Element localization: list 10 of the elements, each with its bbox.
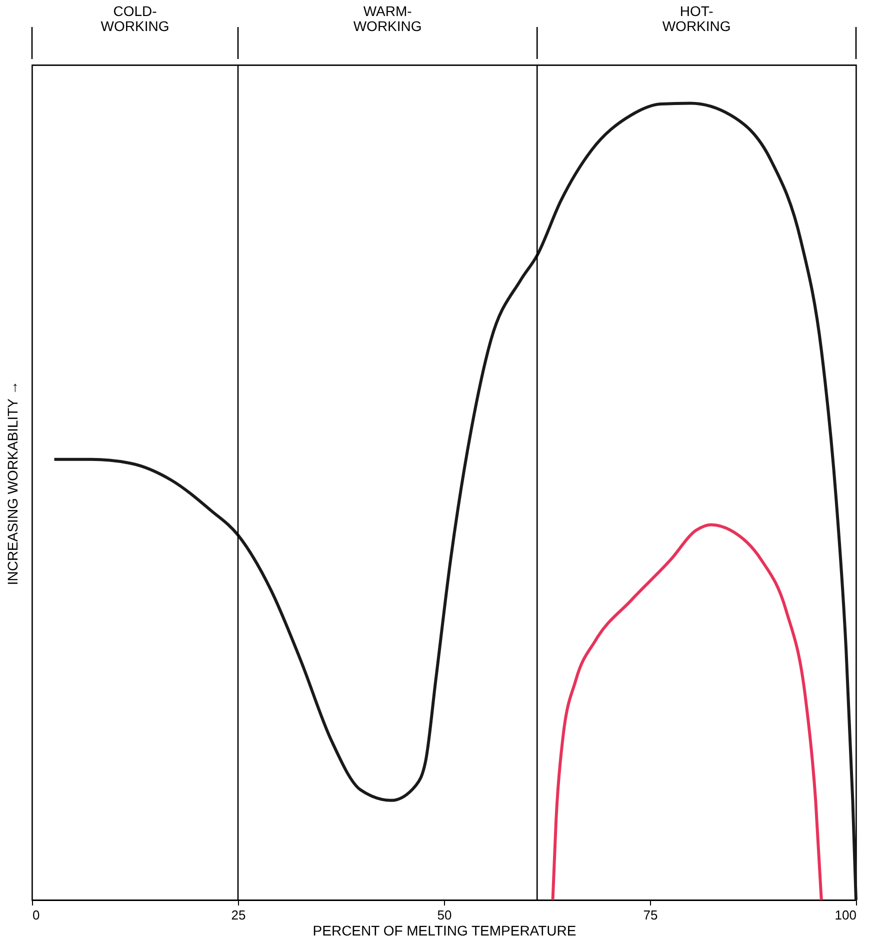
x-axis-title: PERCENT OF MELTING TEMPERATURE bbox=[312, 922, 576, 938]
y-axis-title: INCREASING WORKABILITY → bbox=[4, 380, 20, 586]
text: WARM-WORKING bbox=[353, 3, 422, 34]
text: HOT-WORKING bbox=[662, 3, 731, 34]
x-tick-label: 25 bbox=[231, 908, 246, 922]
x-tick-label: 50 bbox=[437, 908, 452, 922]
text: COLD-WORKING bbox=[100, 3, 170, 34]
x-tick-label: 75 bbox=[643, 908, 658, 922]
x-tick-label: 0 bbox=[32, 908, 40, 922]
x-tick-label: 100 bbox=[834, 908, 856, 922]
